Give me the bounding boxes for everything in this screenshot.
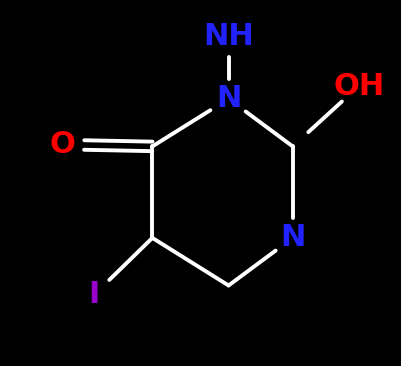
Text: N: N [280, 223, 306, 253]
Text: I: I [89, 280, 100, 309]
Text: N: N [216, 84, 241, 113]
Text: OH: OH [333, 71, 385, 101]
Text: O: O [49, 130, 75, 159]
Text: NH: NH [203, 22, 254, 51]
